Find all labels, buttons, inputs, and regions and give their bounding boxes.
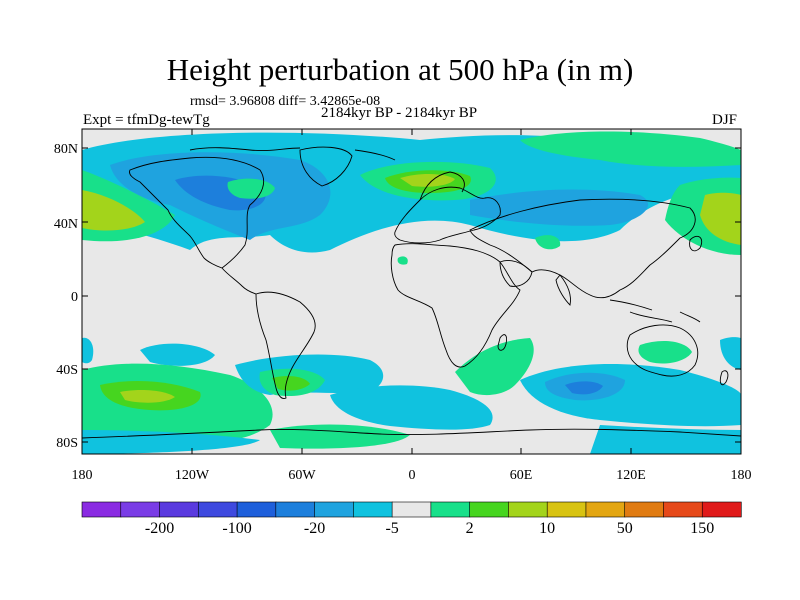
stats-label: rmsd= 3.96808 diff= 3.42865e-08 bbox=[190, 94, 381, 109]
coastlines bbox=[82, 146, 741, 439]
lon-label-180e: 180 bbox=[731, 468, 752, 483]
colorbar-label: -200 bbox=[145, 520, 174, 537]
tick-marks bbox=[81, 129, 742, 454]
lon-label-120w: 120W bbox=[175, 468, 210, 483]
colorbar-label: 2 bbox=[466, 520, 474, 537]
colorbar-swatch bbox=[197, 501, 238, 518]
lon-label-0: 0 bbox=[409, 468, 416, 483]
coastline-africa bbox=[390, 243, 521, 368]
coastline-arabia bbox=[499, 260, 533, 287]
colorbar-swatch bbox=[159, 501, 199, 518]
positive-anomaly-pacific-west-core bbox=[82, 190, 145, 231]
coastline-madagascar bbox=[497, 334, 507, 351]
coastline-scandinavia bbox=[419, 171, 465, 201]
colorbar-label: -100 bbox=[222, 520, 251, 537]
colorbar-swatch bbox=[81, 501, 122, 518]
colorbar-swatch bbox=[663, 501, 703, 518]
positive-anomaly-indian-ocean bbox=[455, 338, 534, 396]
lon-label-60e: 60E bbox=[510, 468, 533, 483]
colorbar-swatch bbox=[430, 501, 471, 518]
coastline-europe bbox=[394, 186, 501, 244]
colorbar-swatch bbox=[701, 501, 742, 518]
coastline-australia bbox=[626, 324, 699, 377]
positive-anomaly-south-pacific-peak bbox=[120, 389, 175, 403]
lon-label-180w: 180 bbox=[72, 468, 93, 483]
period-label: 2184kyr BP - 2184kyr BP bbox=[321, 105, 478, 121]
positive-anomaly-arctic bbox=[520, 131, 741, 167]
lat-label-80n: 80N bbox=[54, 142, 78, 157]
coastline-antarctica bbox=[82, 428, 741, 439]
colorbar bbox=[81, 501, 742, 518]
colorbar-swatch bbox=[585, 501, 626, 518]
negative-anomaly-south-pacific bbox=[140, 343, 215, 366]
positive-anomaly-atlantic-small bbox=[397, 256, 408, 265]
lat-label-40s: 40S bbox=[56, 363, 78, 378]
colorbar-label: -20 bbox=[304, 520, 325, 537]
coastline-greenland bbox=[299, 146, 353, 187]
negative-anomaly-indian-ocean-core bbox=[565, 381, 603, 395]
negative-anomaly-southwest-pacific bbox=[82, 337, 94, 364]
colorbar-swatch bbox=[353, 501, 393, 518]
lon-label-120e: 120E bbox=[616, 468, 646, 483]
negative-anomaly-southern-ocean-east bbox=[590, 425, 741, 454]
colorbar-swatch bbox=[314, 501, 354, 518]
coastline-japan bbox=[689, 235, 703, 252]
colorbar-swatch bbox=[546, 501, 587, 518]
lat-label-40n: 40N bbox=[54, 217, 78, 232]
positive-anomaly-patagonia-core bbox=[272, 376, 310, 391]
coastline-new-zealand bbox=[719, 370, 729, 386]
season-label: DJF bbox=[712, 112, 738, 128]
lon-label-60w: 60W bbox=[288, 468, 316, 483]
negative-anomaly-tasman bbox=[720, 337, 741, 370]
colorbar-swatch bbox=[624, 501, 665, 518]
coastline-india bbox=[555, 274, 571, 306]
coastline-asia bbox=[469, 198, 696, 299]
colorbar-label: 50 bbox=[617, 520, 633, 537]
negative-anomaly-south-atlantic bbox=[330, 385, 493, 430]
colorbar-label: 10 bbox=[539, 520, 555, 537]
positive-anomaly-arabia bbox=[535, 235, 561, 250]
colorbar-label: -5 bbox=[385, 520, 398, 537]
coastline-arctic-islands bbox=[189, 147, 396, 161]
colorbar-swatch bbox=[391, 501, 432, 518]
colorbar-swatch bbox=[508, 501, 548, 518]
lat-label-0: 0 bbox=[71, 290, 78, 305]
colorbar-swatch bbox=[275, 501, 316, 518]
positive-anomaly-pacific-east-core bbox=[700, 192, 741, 245]
positive-anomaly-southern-ocean-atlantic bbox=[270, 424, 410, 449]
positive-anomaly-europe-peak bbox=[400, 173, 455, 187]
chart-title: Height perturbation at 500 hPa (in m) bbox=[166, 52, 634, 87]
positive-anomaly-australia bbox=[638, 340, 692, 364]
coastline-indonesia bbox=[609, 299, 701, 323]
coastline-south-america bbox=[255, 291, 316, 399]
coastline-central-america bbox=[221, 267, 257, 295]
colorbar-swatch bbox=[236, 501, 277, 518]
colorbar-labels: -200 -100 -20 -5 2 10 50 150 bbox=[145, 520, 714, 537]
colorbar-swatch bbox=[120, 501, 161, 518]
anomaly-field bbox=[82, 129, 741, 454]
colorbar-swatch bbox=[469, 501, 510, 518]
experiment-label: Expt = tfmDg-tewTg bbox=[83, 112, 210, 128]
colorbar-label: 150 bbox=[690, 520, 714, 537]
negative-anomaly-eurasia bbox=[470, 189, 649, 226]
lat-label-80s: 80S bbox=[56, 436, 78, 451]
